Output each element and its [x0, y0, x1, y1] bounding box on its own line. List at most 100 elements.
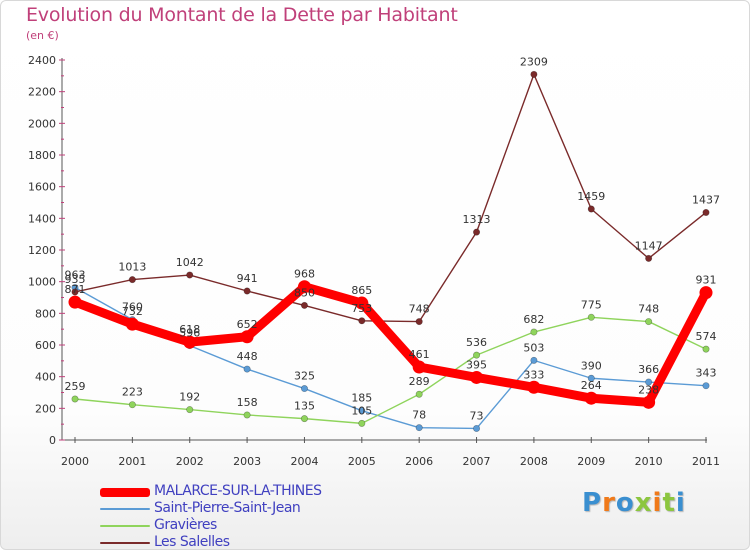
data-point	[243, 411, 251, 419]
x-tick-label: 2007	[463, 455, 491, 468]
logo-letter: i	[675, 488, 686, 518]
data-label: 618	[179, 323, 200, 336]
data-point	[412, 360, 426, 374]
data-label: 753	[351, 302, 372, 315]
data-point	[128, 401, 136, 409]
data-point	[300, 415, 308, 423]
logo-letter: x	[634, 488, 653, 518]
data-point	[240, 330, 254, 344]
data-label: 682	[523, 313, 544, 326]
y-tick-label: 1000	[28, 276, 56, 289]
y-tick-label: 1600	[28, 181, 56, 194]
data-label: 78	[412, 409, 426, 422]
logo-letter: t	[662, 488, 676, 518]
legend-label: Les Salelles	[154, 534, 230, 550]
logo-letter: o	[615, 488, 635, 518]
data-label: 536	[466, 336, 487, 349]
data-label: 1437	[692, 193, 720, 206]
y-tick-label: 1400	[28, 212, 56, 225]
x-tick-label: 2006	[405, 455, 433, 468]
data-point	[473, 228, 481, 236]
x-tick-label: 2009	[577, 455, 605, 468]
data-label: 748	[409, 303, 430, 316]
legend-swatch	[100, 525, 150, 527]
data-label: 343	[696, 367, 717, 380]
data-label: 390	[581, 359, 602, 372]
data-point	[355, 296, 369, 310]
x-tick-label: 2011	[692, 455, 720, 468]
data-label: 135	[294, 400, 315, 413]
data-label: 760	[122, 301, 143, 314]
data-label: 968	[294, 268, 315, 281]
data-label: 264	[581, 379, 602, 392]
x-tick-label: 2002	[176, 455, 204, 468]
data-point	[699, 286, 713, 300]
series-layer	[68, 70, 713, 432]
data-point	[530, 356, 538, 364]
data-label: 395	[466, 358, 487, 371]
data-label: 192	[179, 391, 200, 404]
legend-swatch	[100, 487, 150, 497]
data-point	[587, 205, 595, 213]
x-tick-label: 2001	[118, 455, 146, 468]
logo-letter: r	[602, 488, 616, 518]
y-tick-label: 0	[49, 434, 56, 447]
data-label: 850	[294, 286, 315, 299]
data-label: 105	[351, 404, 372, 417]
y-tick-label: 1800	[28, 149, 56, 162]
data-point	[415, 424, 423, 432]
x-tick-label: 2008	[520, 455, 548, 468]
data-label: 158	[237, 396, 258, 409]
data-label: 732	[122, 305, 143, 318]
data-point	[358, 407, 366, 415]
y-tick-label: 1200	[28, 244, 56, 257]
data-label: 223	[122, 386, 143, 399]
y-tick-label: 800	[35, 307, 56, 320]
data-point	[128, 276, 136, 284]
axes: 0 200 400 600 800 1000 1200 1400 1600 1800 2000 220…	[28, 54, 720, 468]
data-point	[530, 70, 538, 78]
data-label: 871	[65, 283, 86, 296]
x-tick-label: 2003	[233, 455, 261, 468]
data-label: 185	[351, 392, 372, 405]
data-point	[645, 254, 653, 262]
data-point	[473, 351, 481, 359]
logo-letter: i	[652, 488, 663, 518]
data-label: 448	[237, 350, 258, 363]
data-label: 935	[65, 273, 86, 286]
y-tick-label: 2000	[28, 117, 56, 130]
data-point	[71, 288, 79, 296]
y-tick-label: 2400	[28, 54, 56, 67]
data-labels-layer: 871 732 618 652 968 865 461 395 333 264 238 931 963 7…	[65, 55, 721, 422]
chart-unit: (en €)	[26, 29, 59, 42]
y-tick-label: 600	[35, 339, 56, 352]
data-point	[300, 385, 308, 393]
data-label: 259	[65, 380, 86, 393]
y-tick-label: 2200	[28, 86, 56, 99]
y-tick-label: 400	[35, 371, 56, 384]
data-point	[297, 280, 311, 294]
data-label: 941	[237, 272, 258, 285]
legend-label: MALARCE-SUR-LA-THINES	[154, 483, 322, 499]
data-label: 73	[470, 409, 484, 422]
data-point	[68, 295, 82, 309]
data-label: 289	[409, 375, 430, 388]
data-point	[470, 370, 484, 384]
data-label: 461	[409, 348, 430, 361]
x-tick-label: 2005	[348, 455, 376, 468]
data-point	[358, 317, 366, 325]
data-point	[243, 365, 251, 373]
data-point	[186, 271, 194, 279]
series-line-0	[70, 282, 711, 407]
data-point	[358, 419, 366, 427]
data-label: 2309	[520, 55, 548, 68]
data-point	[125, 317, 139, 331]
data-point	[71, 395, 79, 403]
data-label: 238	[638, 383, 659, 396]
data-point	[645, 318, 653, 326]
data-point	[415, 318, 423, 326]
data-point	[415, 390, 423, 398]
data-label: 1013	[118, 261, 146, 274]
